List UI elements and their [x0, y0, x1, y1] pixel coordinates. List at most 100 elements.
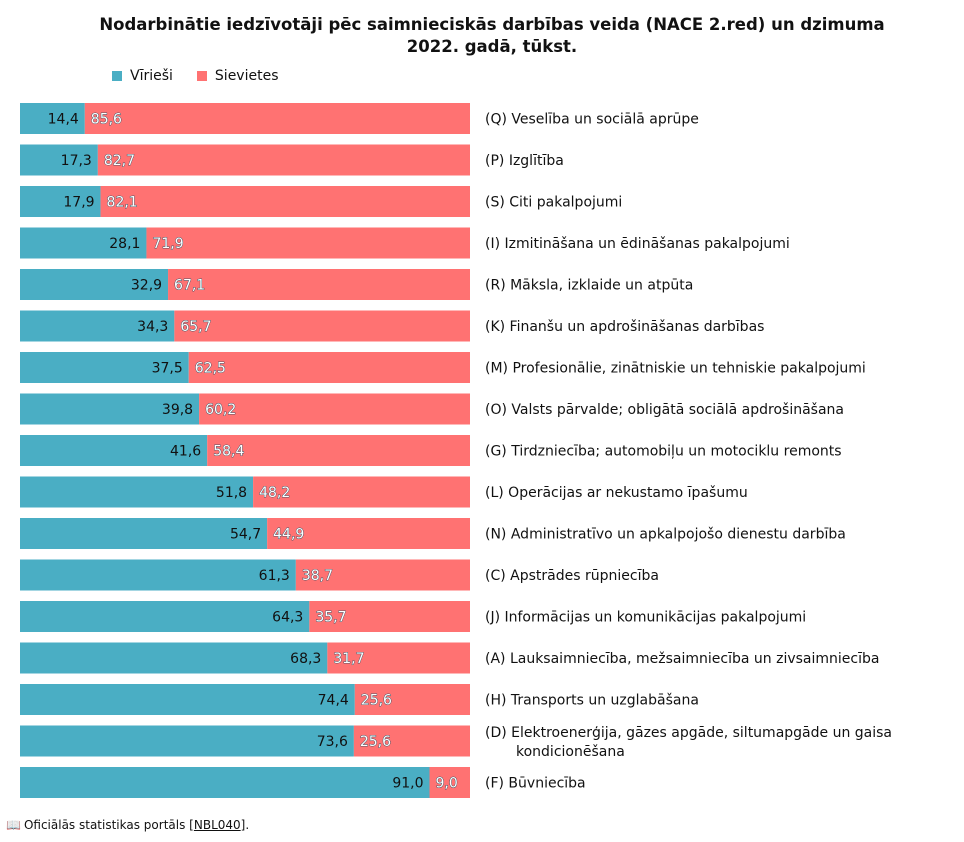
category-label-11: (N) Administratīvo un apkalpojošo dienes… — [485, 527, 846, 543]
value-label-women-9: 58,4 — [213, 444, 244, 460]
bar-women-1 — [84, 103, 471, 134]
chart-title: Nodarbinātie iedzīvotāji pēc saimniecisk… — [0, 14, 964, 58]
category-label-16-line2: kondicionēšana — [516, 744, 625, 760]
legend-label-men: Vīrieši — [130, 68, 173, 84]
legend-item-women[interactable]: Sievietes — [196, 68, 279, 84]
value-label-men-13: 64,3 — [272, 610, 303, 626]
bar-women-17 — [429, 767, 470, 798]
category-label-2: (P) Izglītība — [485, 153, 564, 169]
bar-women-7 — [188, 352, 470, 383]
source-close-bracket: ]. — [240, 818, 250, 832]
category-label-1: (Q) Veselība un sociālā aprūpe — [485, 112, 699, 128]
source-text: Oficiālās statistikas portāls — [23, 818, 186, 832]
bar-men-17 — [20, 767, 430, 798]
category-label-13: (J) Informācijas un komunikācijas pakalp… — [485, 610, 806, 626]
category-label-10: (L) Operācijas ar nekustamo īpašumu — [485, 485, 748, 501]
bar-women-10 — [253, 476, 470, 508]
value-label-women-4: 71,9 — [152, 236, 183, 252]
value-label-women-16: 25,6 — [360, 734, 391, 750]
bar-women-2 — [97, 144, 470, 176]
bar-men-9 — [20, 435, 208, 466]
bar-men-6 — [20, 310, 175, 342]
value-label-women-1: 85,6 — [91, 112, 122, 128]
legend-swatch-women — [196, 71, 207, 81]
bar-women-3 — [100, 186, 471, 217]
source-footer: 📖 Oficiālās statistikas portāls [NBL040]. — [6, 818, 249, 832]
legend-swatch-men — [112, 71, 122, 81]
legend-label-women: Sievietes — [214, 68, 279, 84]
bar-men-11 — [20, 518, 268, 549]
value-label-men-17: 91,0 — [392, 776, 423, 792]
bar-men-15 — [20, 684, 355, 715]
bar-women-16 — [353, 725, 470, 757]
value-label-men-10: 51,8 — [216, 485, 247, 501]
value-label-women-13: 35,7 — [315, 610, 346, 626]
bar-men-1 — [20, 103, 85, 134]
chart-title-line2: 2022. gadā, tūkst. — [406, 37, 578, 56]
value-label-men-11: 54,7 — [230, 527, 261, 543]
bar-men-5 — [20, 269, 169, 300]
value-label-women-8: 60,2 — [205, 402, 236, 418]
bar-women-4 — [146, 227, 470, 259]
bar-men-16 — [20, 725, 354, 757]
bar-women-13 — [309, 601, 470, 632]
category-label-9: (G) Tirdzniecība; automobiļu un motocikl… — [485, 444, 842, 460]
value-label-men-6: 34,3 — [137, 319, 168, 335]
legend: Vīrieši Sievietes — [112, 68, 279, 84]
bar-men-2 — [20, 144, 98, 176]
value-label-women-5: 67,1 — [174, 278, 205, 294]
bar-women-12 — [295, 559, 470, 591]
value-label-men-16: 73,6 — [317, 734, 348, 750]
category-label-14: (A) Lauksaimniecība, mežsaimniecība un z… — [485, 651, 879, 667]
bar-men-13 — [20, 601, 310, 632]
value-label-women-17: 9,0 — [436, 776, 458, 792]
bar-men-12 — [20, 559, 296, 591]
category-label-3: (S) Citi pakalpojumi — [485, 195, 622, 211]
chart-title-line1: Nodarbinātie iedzīvotāji pēc saimniecisk… — [99, 15, 885, 34]
bar-women-8 — [199, 393, 470, 425]
category-label-6: (K) Finanšu un apdrošināšanas darbības — [485, 319, 764, 335]
bar-women-5 — [168, 269, 471, 300]
value-label-men-14: 68,3 — [290, 651, 321, 667]
bar-men-3 — [20, 186, 101, 217]
value-label-women-3: 82,1 — [107, 195, 138, 211]
value-label-women-11: 44,9 — [273, 527, 304, 543]
value-label-men-1: 14,4 — [48, 112, 79, 128]
value-label-women-15: 25,6 — [361, 693, 392, 709]
value-label-men-9: 41,6 — [170, 444, 201, 460]
book-icon: 📖 — [6, 818, 21, 832]
value-label-women-14: 31,7 — [333, 651, 364, 667]
value-label-men-3: 17,9 — [63, 195, 94, 211]
value-label-men-4: 28,1 — [109, 236, 140, 252]
value-label-women-6: 65,7 — [180, 319, 211, 335]
bar-women-11 — [267, 518, 470, 549]
value-label-women-12: 38,7 — [302, 568, 333, 584]
value-label-men-12: 61,3 — [259, 568, 290, 584]
category-label-5: (R) Māksla, izklaide un atpūta — [485, 278, 693, 294]
value-label-men-5: 32,9 — [131, 278, 162, 294]
category-label-12: (C) Apstrādes rūpniecība — [485, 568, 659, 584]
value-label-men-15: 74,4 — [318, 693, 349, 709]
bar-men-14 — [20, 642, 328, 674]
bar-men-7 — [20, 352, 189, 383]
category-label-15: (H) Transports un uzglabāšana — [485, 693, 699, 709]
value-label-women-2: 82,7 — [104, 153, 135, 169]
bar-women-14 — [327, 642, 470, 674]
category-label-17: (F) Būvniecība — [485, 776, 586, 792]
legend-item-men[interactable]: Vīrieši — [112, 68, 173, 84]
value-label-men-2: 17,3 — [61, 153, 92, 169]
bar-women-6 — [174, 310, 470, 342]
category-label-7: (M) Profesionālie, zinātniskie un tehnis… — [485, 361, 866, 377]
stacked-bar-chart: 14,4 85,6 (Q) Veselība un sociālā aprūpe 17… — [20, 103, 892, 798]
value-label-men-7: 37,5 — [152, 361, 183, 377]
value-label-women-10: 48,2 — [259, 485, 290, 501]
bar-men-10 — [20, 476, 254, 508]
category-label-8: (O) Valsts pārvalde; obligātā sociālā ap… — [485, 402, 844, 418]
bar-women-15 — [354, 684, 470, 715]
source-link[interactable]: NBL040 — [193, 818, 241, 832]
source-open-bracket: [ — [189, 818, 194, 832]
category-label-4: (I) Izmitināšana un ēdināšanas pakalpoju… — [485, 236, 790, 252]
bar-women-9 — [207, 435, 470, 466]
value-label-women-7: 62,5 — [195, 361, 226, 377]
bar-men-4 — [20, 227, 147, 259]
